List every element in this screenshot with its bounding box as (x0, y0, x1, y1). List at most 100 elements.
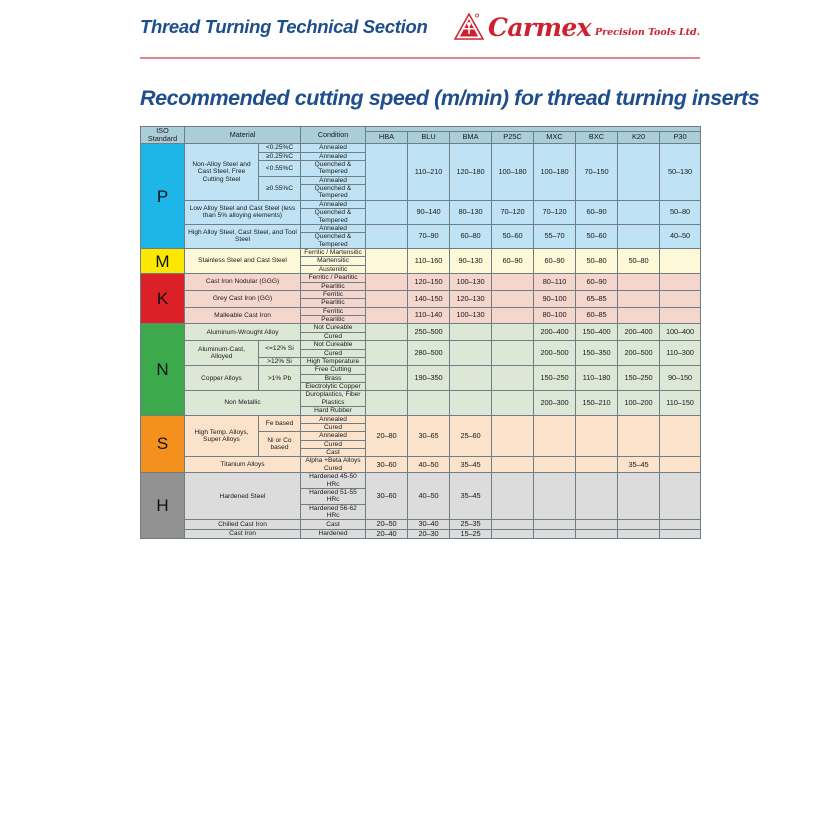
condition-label: Quenched & Tempered (300, 159, 367, 177)
speed-value-bxc: 65–85 (575, 289, 619, 308)
col-header-grade-p25c: P25C (491, 131, 535, 145)
material-label: Aluminum-Wrought Alloy (183, 323, 302, 342)
speed-value-p30 (659, 472, 702, 521)
speed-value-p30: 40–50 (659, 223, 702, 250)
speed-value-blu: 110–210 (407, 143, 451, 201)
speed-value-p25c (491, 340, 535, 367)
condition-label: Martensitic (300, 256, 367, 266)
material-label: Cast Iron Nodular (GGG) (183, 273, 302, 291)
speed-value-hba: 20–40 (365, 528, 409, 539)
speed-value-mxc: 60–90 (533, 247, 577, 275)
speed-value-p30 (659, 519, 702, 530)
condition-label: Cured (300, 331, 367, 342)
speed-value-bxc (575, 414, 619, 458)
speed-value-p30: 50–130 (659, 143, 702, 201)
table-row: Cast (141, 447, 701, 458)
speed-value-p25c (491, 414, 535, 458)
material-label: Titanium Alloys (183, 456, 302, 474)
col-header-grade-bxc: BXC (575, 131, 619, 145)
col-header-grades-band (365, 125, 702, 133)
material-label: Aluminum-Cast, Alloyed (184, 340, 259, 367)
speed-value-p30: 90–150 (659, 365, 702, 392)
speed-value-hba (365, 323, 409, 342)
col-header-iso-standard: ISO Standard (140, 125, 185, 145)
speed-value-mxc (533, 456, 577, 474)
speed-value-bma: 25–60 (449, 414, 493, 458)
condition-label: Hardened (300, 528, 367, 539)
table-row: Cured (141, 331, 701, 342)
speed-value-k20 (617, 273, 661, 291)
table-row: Austenitic (141, 264, 701, 275)
table-row: Pearlitic (141, 281, 701, 291)
speed-value-blu: 90–140 (407, 199, 451, 225)
condition-label: High Temperature (300, 356, 367, 367)
speed-value-blu: 40–50 (407, 456, 451, 474)
speed-value-mxc: 200–500 (533, 340, 577, 367)
speed-value-k20 (617, 306, 661, 325)
speed-value-p25c (491, 528, 535, 539)
speed-value-mxc: 150–250 (533, 365, 577, 392)
speed-value-blu: 110–140 (407, 306, 451, 325)
speed-value-blu: 280–500 (407, 340, 451, 367)
material-subtype: <=12% Si (257, 340, 302, 358)
condition-label: Hardened 56-62 HRc (300, 503, 367, 521)
header-row-top: ISO Standard Material Condition (140, 125, 702, 145)
material-subtype: <0.25%C (257, 143, 302, 153)
speed-value-bma (449, 365, 493, 392)
speed-value-k20 (617, 289, 661, 308)
speed-value-bxc (575, 519, 619, 530)
material-label: Copper Alloys (184, 365, 259, 392)
speed-value-p25c (491, 519, 535, 530)
speed-value-k20 (617, 472, 661, 521)
speed-value-p30 (659, 247, 702, 275)
condition-label: Annealed (300, 175, 367, 186)
speed-value-p25c (491, 306, 535, 325)
speed-value-mxc: 55–70 (533, 223, 577, 250)
speed-value-blu: 70–90 (407, 223, 451, 250)
header-divider (140, 57, 700, 59)
table-row: >12% Si High Temperature (141, 356, 701, 367)
speed-value-hba (365, 273, 409, 291)
speed-value-bma: 80–130 (449, 199, 493, 225)
speed-value-blu: 40–50 (407, 472, 451, 521)
speed-value-bxc: 60–90 (575, 199, 619, 225)
material-label: Low Alloy Steel and Cast Steel (less tha… (183, 199, 302, 225)
speed-value-hba (365, 223, 409, 250)
table-head: ISO Standard Material Condition HBA BLU BM… (140, 125, 702, 145)
speed-value-bxc: 110–180 (575, 365, 619, 392)
condition-label: Duroplastics, Fiber Plastics (300, 390, 367, 408)
iso-standard-m: M (140, 247, 185, 275)
table-row: Malleable Cast Iron Ferritic 110–140 100–13… (141, 306, 702, 325)
table-row: Martensitic (141, 256, 701, 266)
speed-value-p25c: 50–60 (491, 223, 535, 250)
table-row: Chilled Cast Iron Cast 20–50 30–40 25–35 (141, 519, 702, 530)
table-row: Cured (141, 348, 701, 358)
condition-label: Annealed (300, 143, 367, 153)
speed-value-blu: 120–150 (407, 273, 451, 291)
table-row: Cured (141, 439, 701, 450)
table-row: Cast Iron Hardened 20–40 20–30 15–25 (141, 528, 702, 539)
speed-value-mxc: 200–400 (533, 323, 577, 342)
speed-value-blu: 30–40 (407, 519, 451, 530)
condition-label: Annealed (300, 199, 367, 210)
condition-label: Not Cureable (300, 323, 367, 333)
material-label: Chilled Cast Iron (183, 519, 302, 530)
table-row: Titanium Alloys Alpha +Beta Alloys Cured 3… (141, 456, 702, 474)
table-row: S High Temp. Alloys, Super Alloys Fe based… (140, 414, 702, 474)
col-header-condition: Condition (300, 125, 367, 145)
speed-value-bxc: 50–80 (575, 247, 619, 275)
speed-value-blu (407, 390, 451, 416)
iso-standard-k: K (140, 273, 185, 325)
col-header-material: Material (183, 125, 302, 145)
speed-value-hba (365, 306, 409, 325)
carmex-emblem-icon (454, 13, 485, 40)
material-subtype: >1% Pb (257, 365, 302, 392)
carmex-logo: Carmex Precision Tools Ltd. (454, 13, 700, 41)
condition-label: Free Cutting (300, 365, 367, 375)
col-header-grade-mxc: MXC (533, 131, 577, 145)
speed-value-p25c (491, 472, 535, 521)
speed-value-mxc (533, 519, 577, 530)
speed-value-bma (449, 323, 493, 342)
speed-value-p25c: 100–180 (491, 143, 535, 201)
col-header-grade-bma: BMA (449, 131, 493, 145)
